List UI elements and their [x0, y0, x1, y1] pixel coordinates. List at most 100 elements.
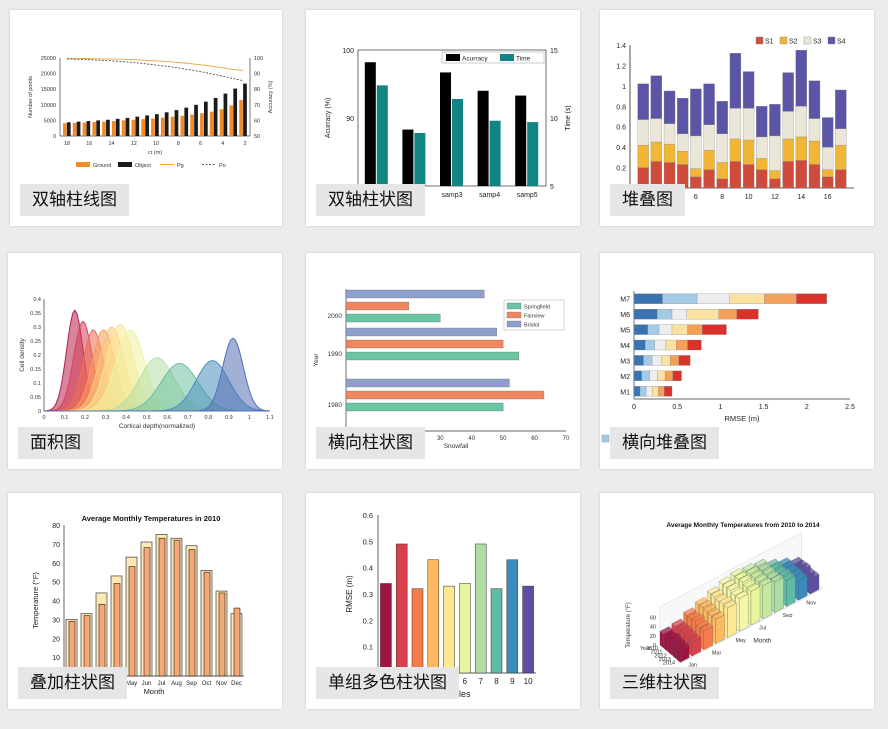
bar-segment-s4	[665, 339, 677, 351]
bar-object	[213, 97, 218, 136]
bar-segment-s1	[633, 386, 641, 397]
bar-segment-s2	[729, 138, 742, 162]
bar-segment-s2	[835, 144, 847, 170]
bar-segment-s5	[670, 355, 680, 366]
chart-type-label[interactable]: 单组多色柱状图	[316, 667, 459, 699]
bar-segment-s2	[769, 170, 781, 179]
y-left-tick-label: 5000	[44, 118, 56, 124]
bar-segment-s3	[696, 293, 731, 304]
bar-segment-s5	[658, 386, 665, 397]
x-tick-label: 14	[108, 141, 114, 147]
bar-object	[66, 122, 71, 136]
bar-ground	[63, 123, 67, 136]
bar-segment-s3	[651, 355, 662, 366]
y-tick-label: 0.15	[30, 367, 41, 373]
y-tick-label: 0.1	[33, 381, 41, 387]
bar-segment-s3	[835, 128, 847, 146]
chart-title: Average Monthly Temperatures from 2010 t…	[666, 522, 820, 529]
legend-swatch	[76, 162, 90, 167]
bar-3d-top	[683, 607, 697, 616]
x-tick-label: May	[126, 681, 137, 687]
x-tick-label: 70	[563, 436, 570, 442]
stacked-bar-chart: 00.20.40.60.811.21.446810121416S1S2S3S4	[616, 36, 854, 201]
series-line-po	[66, 58, 244, 82]
bar-3d-front	[786, 575, 796, 607]
chart-type-label[interactable]: 横向堆叠图	[610, 427, 719, 459]
bar-segment-s6	[664, 386, 673, 397]
bar-3d-front	[774, 576, 784, 613]
bar-segment-s3	[821, 146, 834, 170]
bar-segment-s4	[671, 324, 688, 335]
y-tick-label: 0.1	[363, 643, 373, 652]
bar-3d-top	[750, 570, 764, 579]
bar-3d-front	[727, 603, 737, 638]
x-axis-label: Month	[753, 637, 771, 644]
legend-swatch	[755, 36, 764, 45]
bar-segment-s4	[663, 90, 676, 124]
bar-segment-s3	[729, 108, 742, 140]
x-tick-label: Jul	[759, 625, 766, 631]
bar-segment-s4	[782, 72, 794, 112]
bar-front	[233, 607, 241, 677]
bar-segment-s5	[687, 324, 703, 335]
bar-3d-top	[746, 566, 760, 575]
chart-type-label[interactable]: 双轴柱状图	[316, 184, 425, 216]
y-tick-label: 2011	[651, 650, 663, 656]
bar-3d-top	[699, 599, 713, 608]
chart-type-label[interactable]: 堆叠图	[610, 184, 685, 216]
y-tick-label: 0.3	[33, 325, 41, 331]
y-tick-label: 10	[52, 655, 60, 662]
bar-fairview	[345, 301, 410, 311]
bar-segment-s1	[703, 169, 715, 189]
bar-ground	[131, 119, 136, 136]
bar-springfield	[345, 402, 504, 412]
bar-segment-s2	[657, 308, 673, 320]
chart-type-label[interactable]: 叠加柱状图	[18, 667, 127, 699]
legend-label: Ground	[93, 163, 111, 169]
bar-3d-top	[706, 586, 720, 595]
x-tick-label: 0	[42, 415, 45, 421]
x-tick-label: Nov	[216, 681, 227, 687]
bar-segment-s2	[643, 355, 653, 366]
bar-segment-s4	[756, 106, 768, 138]
y-right-tick-label: 90	[254, 72, 260, 78]
chart-type-label[interactable]: 横向柱状图	[316, 427, 425, 459]
y-left-tick-label: 10000	[41, 103, 56, 109]
x-tick-label: 10	[153, 141, 159, 147]
bar-object	[106, 119, 110, 136]
x-tick-label: 12	[131, 141, 137, 147]
bar-ground	[229, 105, 234, 136]
y-left-tick-label: 20000	[41, 72, 56, 78]
bar	[395, 543, 408, 674]
bar-object	[135, 116, 140, 136]
chart-title: Average Monthly Temperatures in 2010	[82, 514, 221, 523]
x-axis-label: Cortical depth(normalized)	[119, 423, 195, 430]
bar-segment-s2	[639, 386, 647, 397]
bar-3d-front	[762, 580, 772, 620]
x-tick-label: 40	[468, 436, 475, 442]
chart-type-label[interactable]: 双轴柱线图	[20, 184, 129, 216]
x-tick-label: 7	[478, 677, 483, 686]
bar-segment-s3	[649, 370, 658, 382]
bar-segment-s1	[835, 169, 847, 189]
bar-object	[155, 114, 159, 136]
bar-segment-s2	[637, 144, 649, 168]
x-tick-label: 0	[632, 404, 636, 411]
legend-label: S4	[837, 39, 846, 46]
chart-type-label[interactable]: 三维柱状图	[610, 667, 719, 699]
y-tick-label: 0.35	[30, 311, 41, 317]
y-tick-label: M1	[620, 389, 630, 396]
x-tick-label: 2.5	[845, 404, 855, 411]
bar-segment-s6	[687, 339, 702, 351]
y-tick-label: 0.8	[616, 104, 626, 111]
bar-object	[86, 121, 91, 136]
y-right-tick-label: 80	[254, 87, 260, 93]
bar-segment-s2	[663, 143, 676, 163]
bar-segment-s1	[782, 161, 794, 189]
x-tick-label: Nov	[806, 601, 816, 607]
x-tick-label: 16	[86, 141, 92, 147]
chart-type-label[interactable]: 面积图	[18, 427, 93, 459]
x-tick-label: 30	[437, 436, 444, 442]
bar-front	[188, 549, 196, 677]
